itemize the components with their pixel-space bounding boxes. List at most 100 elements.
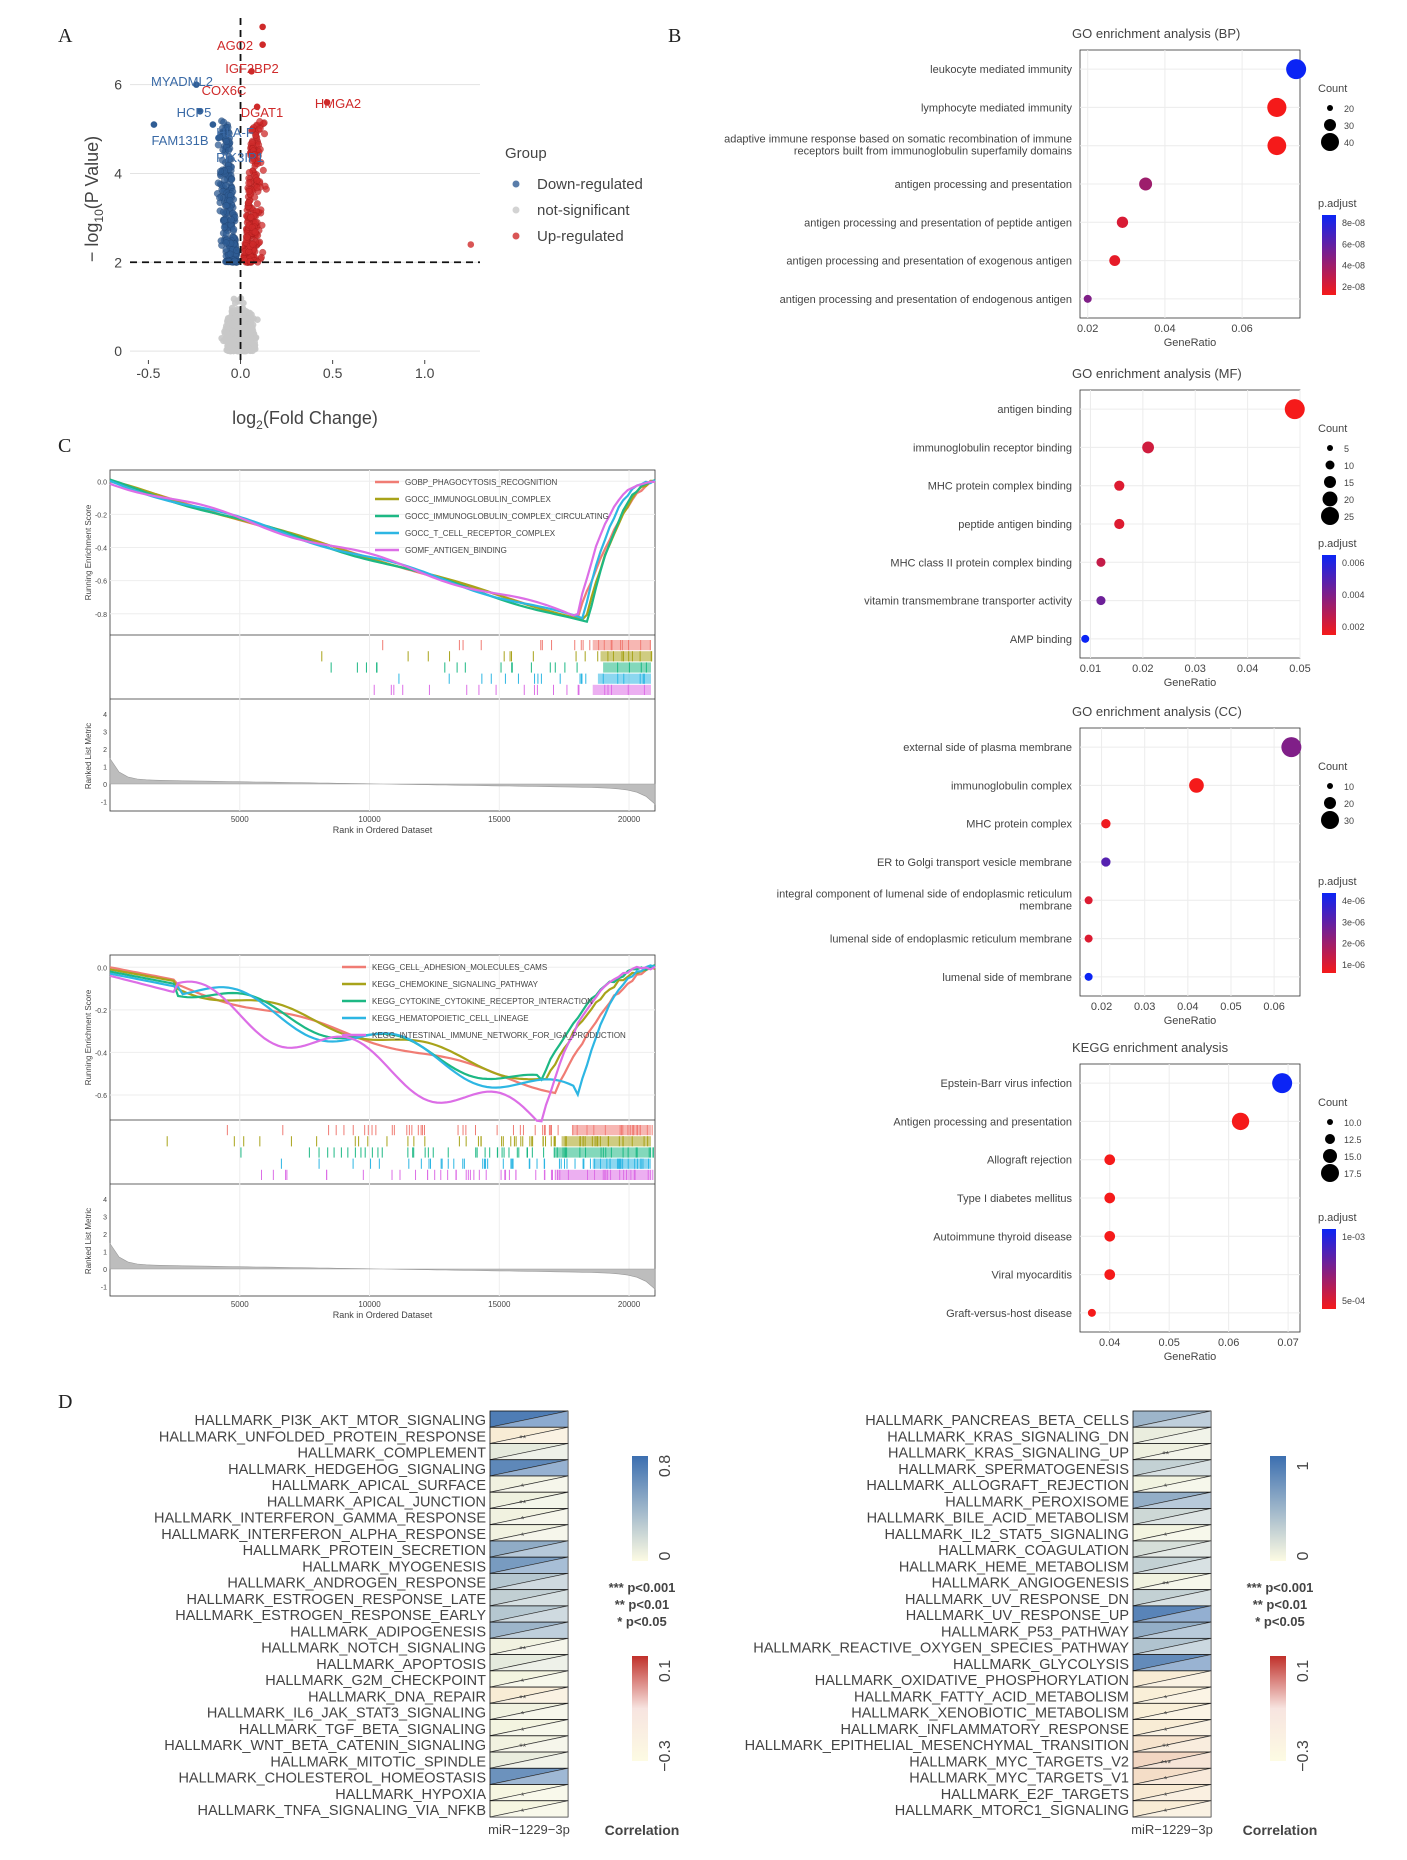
dotplot-dot	[1267, 136, 1287, 156]
gsea-ranked-metric	[109, 757, 656, 805]
gsea-ylabel2: Ranked List Metric	[84, 1208, 93, 1274]
heatmap-cell-lower	[490, 1573, 568, 1590]
dotplot-2: GO enrichment analysis (MF) 0.01 0.02 0.03 0…	[864, 366, 1364, 689]
heatmap-row-label: HALLMARK_UNFOLDED_PROTEIN_RESPONSE	[159, 1429, 486, 1445]
volcano-gene-label: HLA-F	[216, 125, 254, 140]
gsea-ranked-metric	[109, 1242, 656, 1290]
volcano-point-up	[249, 240, 257, 248]
volcano-point-up	[248, 126, 256, 134]
volcano-gene-label: DGAT1	[241, 105, 283, 120]
volcano-legend-label: Down-regulated	[537, 176, 643, 193]
dotplot-xtick-label: 0.02	[1077, 323, 1098, 335]
heatmap-row-label: HALLMARK_XENOBIOTIC_METABOLISM	[851, 1706, 1129, 1722]
heatmap-cell-diagonal	[1132, 1540, 1212, 1558]
volcano-point-down	[230, 225, 238, 233]
gsea-ytick-label: 0.0	[97, 479, 107, 486]
heatmap-significance-legend: * p<0.05	[1255, 1614, 1305, 1629]
heatmap-cell-lower	[1133, 1670, 1211, 1688]
dotplot-color-bar	[1322, 893, 1336, 973]
dotplot-xtick-label: 0.06	[1231, 323, 1252, 335]
volcano-point-down	[222, 138, 230, 146]
volcano-gene-label: MYADML2	[151, 74, 213, 89]
gsea-es-curve	[109, 965, 656, 1123]
volcano-gene-label: FAM131B	[151, 133, 208, 148]
dotplot-term-label: Epstein-Barr virus infection	[941, 1078, 1072, 1090]
dotplot-size-legend-key	[1324, 797, 1336, 809]
heatmap-cell-lower	[1133, 1784, 1211, 1801]
heatmap-row-label: HALLMARK_REACTIVE_OXYGEN_SPECIES_PATHWAY	[753, 1641, 1129, 1657]
volcano-gene-label: HMGA2	[315, 96, 361, 111]
dotplot-color-legend-label: 8e-08	[1342, 218, 1365, 228]
heatmap-cell-lower	[1133, 1540, 1211, 1558]
volcano-point-down	[222, 201, 230, 209]
heatmap-cell-diagonal	[1132, 1784, 1212, 1802]
heatmap-row-label: HALLMARK_INFLAMMATORY_RESPONSE	[841, 1722, 1130, 1738]
dotplot-term-label: Viral myocarditis	[992, 1270, 1073, 1282]
volcano-point-ns	[239, 323, 246, 331]
dotplot-title: GO enrichment analysis (BP)	[1072, 26, 1240, 41]
volcano-point-down	[225, 146, 233, 154]
heatmap-significance-mark: *	[1164, 1710, 1168, 1720]
volcano-point-ns	[230, 347, 237, 355]
dotplot-size-legend-label: 10	[1344, 782, 1354, 792]
gsea-ylabel: Running Enrichment Score	[84, 989, 93, 1085]
volcano-point-up	[247, 213, 255, 221]
gsea-hit-dense	[561, 1136, 651, 1147]
volcano-point-ns	[236, 336, 244, 343]
dotplot-size-legend-label: 20	[1344, 104, 1354, 114]
heatmap-significance-mark: **	[1162, 1450, 1170, 1460]
heatmap-cell-lower	[490, 1784, 568, 1801]
heatmap-row-label: HALLMARK_HEDGEHOG_SIGNALING	[228, 1462, 486, 1478]
volcano-point-up	[467, 241, 475, 248]
heatmap-significance-mark: *	[1164, 1791, 1168, 1801]
gsea-ytick2-label: -1	[101, 1285, 107, 1292]
dotplot-term-label: vitamin transmembrane transporter activi…	[864, 596, 1072, 608]
gsea-xtick-label: 15000	[488, 1300, 511, 1309]
volcano-point-ns	[218, 334, 225, 342]
dotplot-xtick-label: 0.06	[1263, 1001, 1284, 1013]
volcano-point-up	[258, 221, 266, 229]
dotplot-dot	[1084, 972, 1093, 981]
heatmap-row-label: HALLMARK_ANDROGEN_RESPONSE	[227, 1576, 486, 1592]
dotplot-size-legend-key	[1327, 783, 1333, 789]
heatmap-row-label: HALLMARK_EPITHELIAL_MESENCHYMAL_TRANSITI…	[745, 1738, 1129, 1754]
dotplot-term-label: membrane	[1019, 900, 1072, 912]
gsea-legend-label: KEGG_CELL_ADHESION_MOLECULES_CAMS	[372, 963, 547, 972]
heatmap-cell-lower	[490, 1540, 568, 1558]
heatmap-row-label: HALLMARK_ESTROGEN_RESPONSE_EARLY	[175, 1608, 486, 1624]
dotplot-size-legend-label: 25	[1344, 512, 1354, 522]
heatmap-pos-min: 0	[657, 1551, 674, 1560]
heatmap-cell-diagonal	[489, 1459, 569, 1477]
gsea-ytick2-label: 3	[103, 1215, 107, 1222]
gsea-ytick-label: -0.6	[95, 1093, 107, 1100]
gsea-xlabel: Rank in Ordered Dataset	[333, 1310, 433, 1320]
volcano-plot: AGO2IGF2BP2COX6CDGAT1HMGA2MYADML2HCP5HLA…	[82, 18, 643, 432]
heatmap-cell-lower	[490, 1638, 568, 1655]
dotplot-size-legend-key	[1324, 476, 1336, 488]
dotplot-dot	[1114, 480, 1125, 491]
dotplot-term-label: antigen processing and presentation of p…	[804, 217, 1072, 229]
heatmap-cell-lower	[1133, 1719, 1211, 1736]
heatmap-cell-diagonal	[489, 1491, 569, 1509]
panel-letter-c: C	[58, 435, 71, 457]
volcano-labeled-point	[196, 107, 204, 115]
dotplot-color-legend-label: 6e-08	[1342, 239, 1365, 249]
volcano-gene-label: HCP5	[177, 105, 212, 120]
volcano-point-down	[220, 216, 228, 224]
heatmap-legend-title: Correlation	[605, 1822, 680, 1838]
gsea-legend-label: GOMF_ANTIGEN_BINDING	[405, 546, 507, 555]
dotplot-size-legend-label: 15.0	[1344, 1152, 1362, 1162]
heatmap-cell-diagonal	[1132, 1605, 1212, 1623]
heatmap-row-label: HALLMARK_ADIPOGENESIS	[290, 1624, 486, 1640]
volcano-gene-label: PIK3IP1	[216, 150, 264, 165]
heatmap-cell-diagonal	[1132, 1735, 1212, 1753]
dotplot-xtick-label: 0.01	[1080, 663, 1101, 675]
dotplot-size-legend-label: 30	[1344, 121, 1354, 131]
heatmap-cell-lower	[490, 1654, 568, 1671]
dotplot-xlabel: GeneRatio	[1164, 1015, 1217, 1027]
dotplot-size-legend-label: 20	[1344, 495, 1354, 505]
dotplot-color-legend-label: 2e-08	[1342, 282, 1365, 292]
dotplot-term-label: MHC protein complex	[966, 819, 1072, 831]
volcano-xtick-label: 0.0	[231, 365, 251, 381]
dotplot-dot	[1189, 778, 1204, 793]
